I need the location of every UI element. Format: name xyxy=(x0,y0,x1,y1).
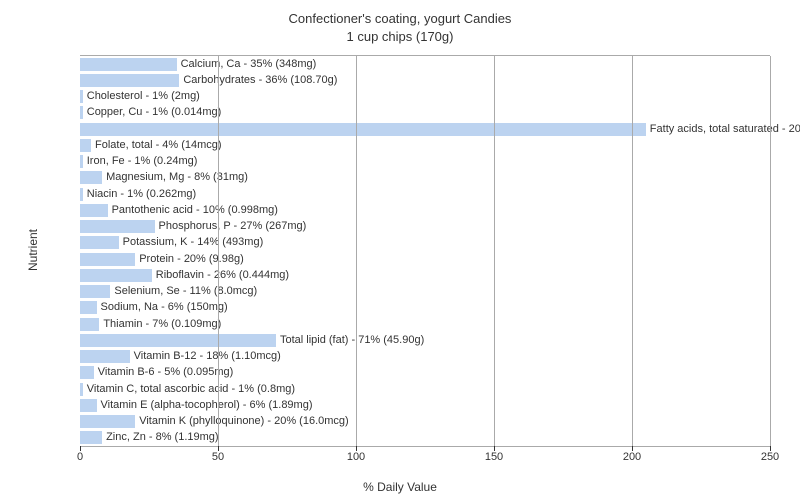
gridline xyxy=(218,56,219,446)
x-tick-label: 50 xyxy=(212,451,224,463)
nutrient-bar xyxy=(80,399,97,412)
nutrient-bar-label: Phosphorus, P - 27% (267mg) xyxy=(155,220,307,233)
nutrient-bar xyxy=(80,334,276,347)
nutrient-bar-label: Vitamin K (phylloquinone) - 20% (16.0mcg… xyxy=(135,415,349,428)
nutrient-bar-label: Riboflavin - 26% (0.444mg) xyxy=(152,269,289,282)
x-tick-label: 0 xyxy=(77,451,83,463)
nutrient-bar xyxy=(80,204,108,217)
nutrient-bar-label: Selenium, Se - 11% (8.0mcg) xyxy=(110,285,257,298)
nutrient-bar xyxy=(80,236,119,249)
nutrient-bar xyxy=(80,269,152,282)
bars-wrapper: Calcium, Ca - 35% (348mg) Carbohydrates -… xyxy=(80,56,770,446)
nutrient-bar xyxy=(80,350,130,363)
nutrient-bar xyxy=(80,431,102,444)
nutrient-bar xyxy=(80,74,179,87)
chart-title-line1: Confectioner's coating, yogurt Candies xyxy=(0,10,800,28)
nutrient-bar-label: Vitamin E (alpha-tocopherol) - 6% (1.89m… xyxy=(97,399,313,412)
x-tick-label: 200 xyxy=(623,451,641,463)
x-axis-label: % Daily Value xyxy=(363,480,437,494)
nutrient-bar xyxy=(80,253,135,266)
nutrient-bar xyxy=(80,139,91,152)
nutrient-bar-label: Sodium, Na - 6% (150mg) xyxy=(97,301,228,314)
gridline xyxy=(494,56,495,446)
nutrient-bar xyxy=(80,301,97,314)
x-tick-label: 100 xyxy=(347,451,365,463)
x-tick-label: 250 xyxy=(761,451,779,463)
nutrient-bar xyxy=(80,285,110,298)
nutrient-bar-label: Niacin - 1% (0.262mg) xyxy=(83,188,196,201)
nutrient-bar-label: Protein - 20% (9.98g) xyxy=(135,253,244,266)
gridline xyxy=(356,56,357,446)
gridline xyxy=(632,56,633,446)
nutrient-bar-label: Potassium, K - 14% (493mg) xyxy=(119,236,264,249)
nutrient-bar-label: Vitamin B-6 - 5% (0.095mg) xyxy=(94,366,234,379)
nutrient-bar xyxy=(80,58,177,71)
nutrient-bar xyxy=(80,171,102,184)
nutrition-chart: Confectioner's coating, yogurt Candies 1… xyxy=(0,0,800,500)
nutrient-bar-label: Carbohydrates - 36% (108.70g) xyxy=(179,74,337,87)
nutrient-bar-label: Magnesium, Mg - 8% (31mg) xyxy=(102,171,248,184)
nutrient-bar-label: Fatty acids, total saturated - 205% (40.… xyxy=(646,123,800,136)
nutrient-bar-label: Iron, Fe - 1% (0.24mg) xyxy=(83,155,198,168)
nutrient-bar-label: Vitamin C, total ascorbic acid - 1% (0.8… xyxy=(83,383,295,396)
plot-area: Calcium, Ca - 35% (348mg) Carbohydrates -… xyxy=(80,55,770,447)
nutrient-bar-label: Copper, Cu - 1% (0.014mg) xyxy=(83,106,222,119)
nutrient-bar-label: Thiamin - 7% (0.109mg) xyxy=(99,318,221,331)
nutrient-bar xyxy=(80,366,94,379)
nutrient-bar-label: Cholesterol - 1% (2mg) xyxy=(83,90,200,103)
nutrient-bar xyxy=(80,123,646,136)
x-tick-label: 150 xyxy=(485,451,503,463)
nutrient-bar xyxy=(80,318,99,331)
nutrient-bar-label: Folate, total - 4% (14mcg) xyxy=(91,139,222,152)
nutrient-bar-label: Total lipid (fat) - 71% (45.90g) xyxy=(276,334,424,347)
nutrient-bar xyxy=(80,220,155,233)
chart-title-line2: 1 cup chips (170g) xyxy=(0,28,800,46)
nutrient-bar xyxy=(80,415,135,428)
y-axis-label: Nutrient xyxy=(26,229,40,271)
nutrient-bar-label: Calcium, Ca - 35% (348mg) xyxy=(177,58,317,71)
gridline xyxy=(770,56,771,446)
nutrient-bar-label: Zinc, Zn - 8% (1.19mg) xyxy=(102,431,218,444)
chart-title-block: Confectioner's coating, yogurt Candies 1… xyxy=(0,0,800,45)
nutrient-bar-label: Pantothenic acid - 10% (0.998mg) xyxy=(108,204,278,217)
nutrient-bar-label: Vitamin B-12 - 18% (1.10mcg) xyxy=(130,350,281,363)
